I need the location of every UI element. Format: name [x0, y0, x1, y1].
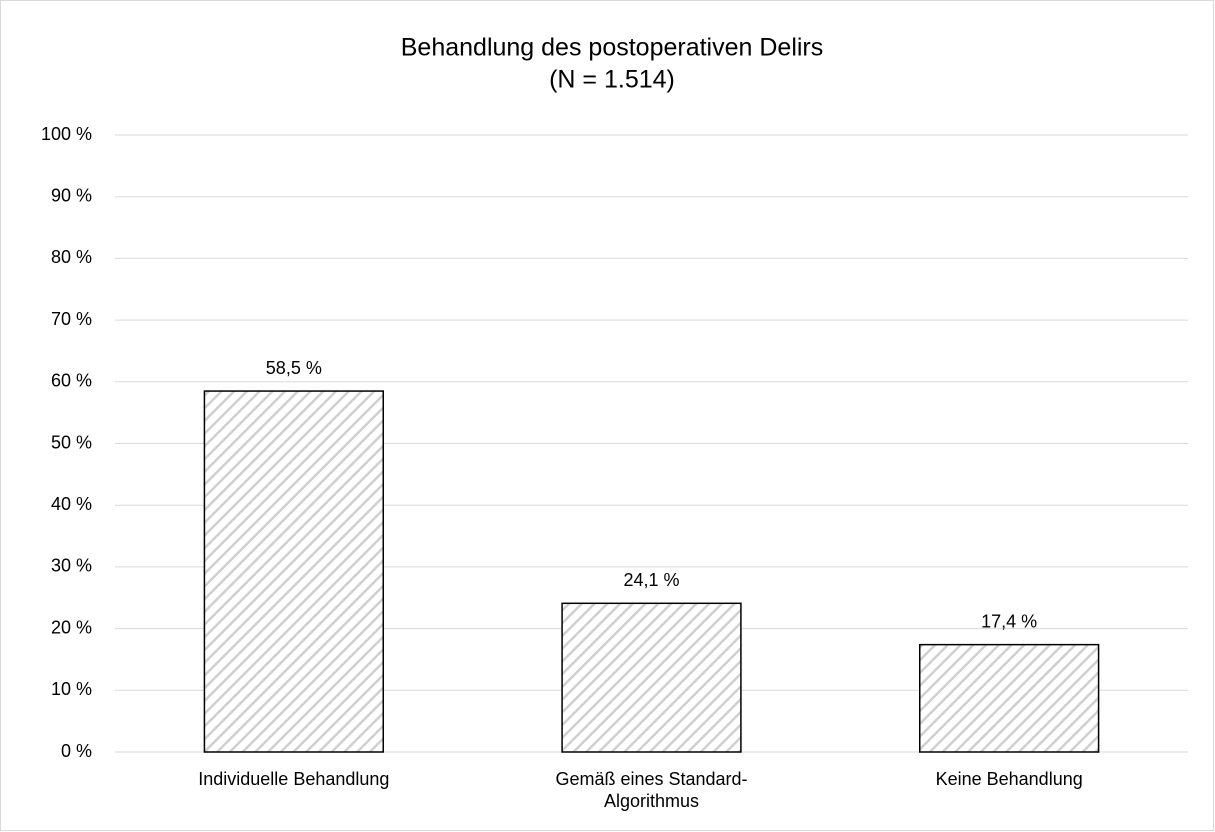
y-tick-label: 60 %	[51, 371, 92, 391]
y-tick-label: 90 %	[51, 185, 92, 205]
y-tick-label: 70 %	[51, 309, 92, 329]
y-tick-label: 0 %	[61, 741, 92, 761]
chart-subtitle: (N = 1.514)	[549, 66, 675, 94]
y-tick-label: 40 %	[51, 494, 92, 514]
y-tick-label: 80 %	[51, 247, 92, 267]
x-tick-label: Individuelle Behandlung	[198, 769, 389, 789]
x-tick-label: Keine Behandlung	[936, 769, 1083, 789]
bar	[203, 390, 384, 753]
y-tick-label: 100 %	[41, 124, 92, 144]
data-label: 17,4 %	[981, 611, 1037, 631]
bar	[919, 643, 1100, 753]
y-tick-label: 30 %	[51, 556, 92, 576]
chart-title: Behandlung des postoperativen Delirs	[401, 34, 824, 62]
y-tick-label: 50 %	[51, 432, 92, 452]
x-tick-label: Gemäß eines Standard-Algorithmus	[555, 769, 747, 811]
data-label: 24,1 %	[623, 570, 679, 590]
y-tick-label: 20 %	[51, 617, 92, 637]
data-label: 58,5 %	[266, 358, 322, 378]
bar	[561, 602, 742, 753]
y-tick-label: 10 %	[51, 679, 92, 699]
